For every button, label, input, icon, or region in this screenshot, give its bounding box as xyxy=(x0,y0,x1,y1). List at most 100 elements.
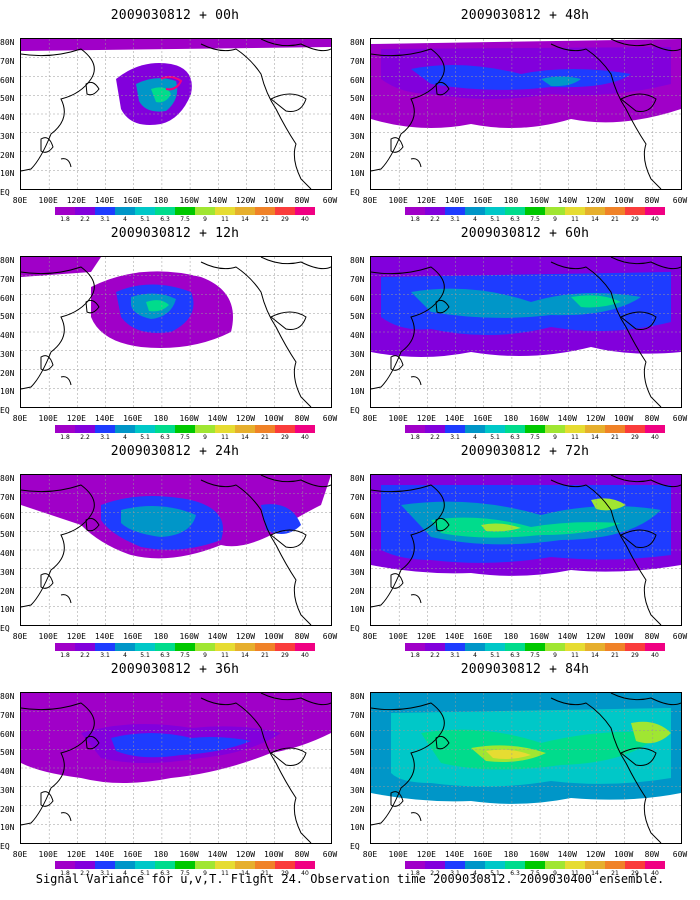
colorbar-swatch xyxy=(195,643,215,651)
colorbar-swatch xyxy=(545,425,565,433)
colorbar-label: 9 xyxy=(553,652,557,659)
colorbar-swatch xyxy=(95,861,115,869)
lat-tick-label: EQ xyxy=(350,624,360,633)
map-plot xyxy=(20,38,332,190)
colorbar-swatch xyxy=(625,643,645,651)
colorbar-label: 6.3 xyxy=(510,216,520,223)
lon-tick-label: 100W xyxy=(613,632,634,641)
colorbar-label: 21 xyxy=(261,870,269,877)
lon-tick-label: 120W xyxy=(585,850,606,859)
lat-tick-label: 30N xyxy=(0,131,15,141)
lon-tick-label: 160E xyxy=(473,196,493,205)
colorbar-swatch xyxy=(215,643,235,651)
lat-tick-label: 40N xyxy=(350,767,365,776)
lat-tick-label: 60N xyxy=(350,729,365,739)
lat-tick-label: 10N xyxy=(0,169,15,179)
lon-tick-label: 180 xyxy=(153,632,169,641)
colorbar-swatch xyxy=(505,425,525,433)
colorbar-label: 4 xyxy=(473,434,477,441)
lat-tick-label: 10N xyxy=(350,605,365,615)
colorbar-label: 9 xyxy=(553,870,557,877)
lon-tick-label: 120E xyxy=(416,196,436,205)
lat-tick-label: 50N xyxy=(0,530,15,540)
colorbar-swatch xyxy=(445,207,465,215)
lat-tick-label: 40N xyxy=(350,113,365,122)
colorbar-swatch xyxy=(235,207,255,215)
colorbar-swatch xyxy=(505,861,525,869)
colorbar-swatch xyxy=(235,643,255,651)
lon-tick-label: 160W xyxy=(179,196,199,205)
colorbar xyxy=(55,425,315,433)
lon-tick-label: 100E xyxy=(38,196,58,205)
colorbar-label: 1.8 xyxy=(410,434,420,441)
colorbar-swatch xyxy=(505,207,525,215)
colorbar-swatch xyxy=(295,643,315,651)
colorbar-label: 14 xyxy=(241,652,249,659)
colorbar-label: 29 xyxy=(281,434,289,441)
lat-tick-label: EQ xyxy=(0,188,10,197)
lon-tick-label: 120W xyxy=(235,196,256,205)
colorbar xyxy=(405,861,665,869)
colorbar-swatch xyxy=(465,207,485,215)
colorbar-swatch xyxy=(605,207,625,215)
lon-tick-label: 140E xyxy=(444,850,465,859)
lat-tick-label: 50N xyxy=(350,530,365,540)
colorbar-swatch xyxy=(135,861,155,869)
colorbar-swatch xyxy=(465,861,485,869)
lon-tick-label: 180 xyxy=(503,850,519,859)
colorbar-label: 3.1 xyxy=(100,434,110,441)
colorbar-labels: 1.8 2.2 3.1 4 5.1 6.3 7.5 9 11 14 21 29 40 xyxy=(55,434,315,444)
lon-tick-label: 120E xyxy=(66,196,86,205)
colorbar-swatch xyxy=(485,861,505,869)
colorbar-label: 2.2 xyxy=(80,652,90,659)
colorbar-swatch xyxy=(625,861,645,869)
colorbar-label: 7.5 xyxy=(530,216,540,223)
lon-tick-label: 100W xyxy=(263,414,284,423)
lat-tick-label: 80N xyxy=(0,256,15,265)
lon-tick-label: 100E xyxy=(38,414,58,423)
map-plot xyxy=(370,474,682,626)
map-plot xyxy=(20,692,332,844)
lon-tick-label: 80E xyxy=(12,196,28,205)
colorbar-label: 21 xyxy=(261,652,269,659)
map-panel: 2009030812 + 24h 80N 70N 60N 50N 40N 30N 20N 10… xyxy=(0,436,350,659)
panel-title: 2009030812 + 36h xyxy=(110,662,240,677)
lon-tick-label: 140W xyxy=(557,196,577,205)
colorbar-label: 14 xyxy=(241,434,249,441)
lon-tick-label: 160W xyxy=(529,850,549,859)
panel-title: 2009030812 + 24h xyxy=(110,444,240,459)
colorbar-label: 21 xyxy=(261,216,269,223)
lon-tick-label: 100E xyxy=(38,632,58,641)
colorbar-label: 29 xyxy=(281,870,289,877)
lon-tick-label: 160E xyxy=(473,850,493,859)
lon-tick-label: 120E xyxy=(416,414,436,423)
panel-title: 2009030812 + 60h xyxy=(460,226,590,241)
colorbar-swatch xyxy=(55,425,75,433)
lon-tick-label: 120W xyxy=(585,632,606,641)
lon-tick-label: 80E xyxy=(12,850,28,859)
map-plot xyxy=(370,256,682,408)
lon-tick-label: 120W xyxy=(235,850,256,859)
lon-tick-label: 80E xyxy=(362,850,378,859)
lon-tick-label: 60W xyxy=(672,850,688,859)
lon-tick-label: 60W xyxy=(672,414,688,423)
lat-tick-label: 10N xyxy=(0,605,15,615)
lon-tick-label: 120E xyxy=(416,850,436,859)
lon-tick-label: 180 xyxy=(503,414,519,423)
panel-title: 2009030812 + 84h xyxy=(460,662,590,677)
colorbar-label: 5.1 xyxy=(140,652,150,659)
colorbar-label: 6.3 xyxy=(160,216,170,223)
colorbar-swatch xyxy=(585,425,605,433)
map-panel: 2009030812 + 60h 80N 70N 60N 50N 40N 30N 20N 10… xyxy=(350,218,700,441)
colorbar-swatch xyxy=(255,643,275,651)
colorbar-swatch xyxy=(585,207,605,215)
lat-tick-label: 60N xyxy=(0,75,15,85)
lat-tick-label: 80N xyxy=(350,474,365,483)
colorbar-label: 11 xyxy=(221,870,229,877)
colorbar-swatch xyxy=(525,643,545,651)
lat-tick-label: 60N xyxy=(350,511,365,521)
colorbar xyxy=(55,207,315,215)
lon-tick-label: 140E xyxy=(444,632,465,641)
colorbar-swatch xyxy=(135,643,155,651)
lon-tick-label: 100E xyxy=(388,850,408,859)
